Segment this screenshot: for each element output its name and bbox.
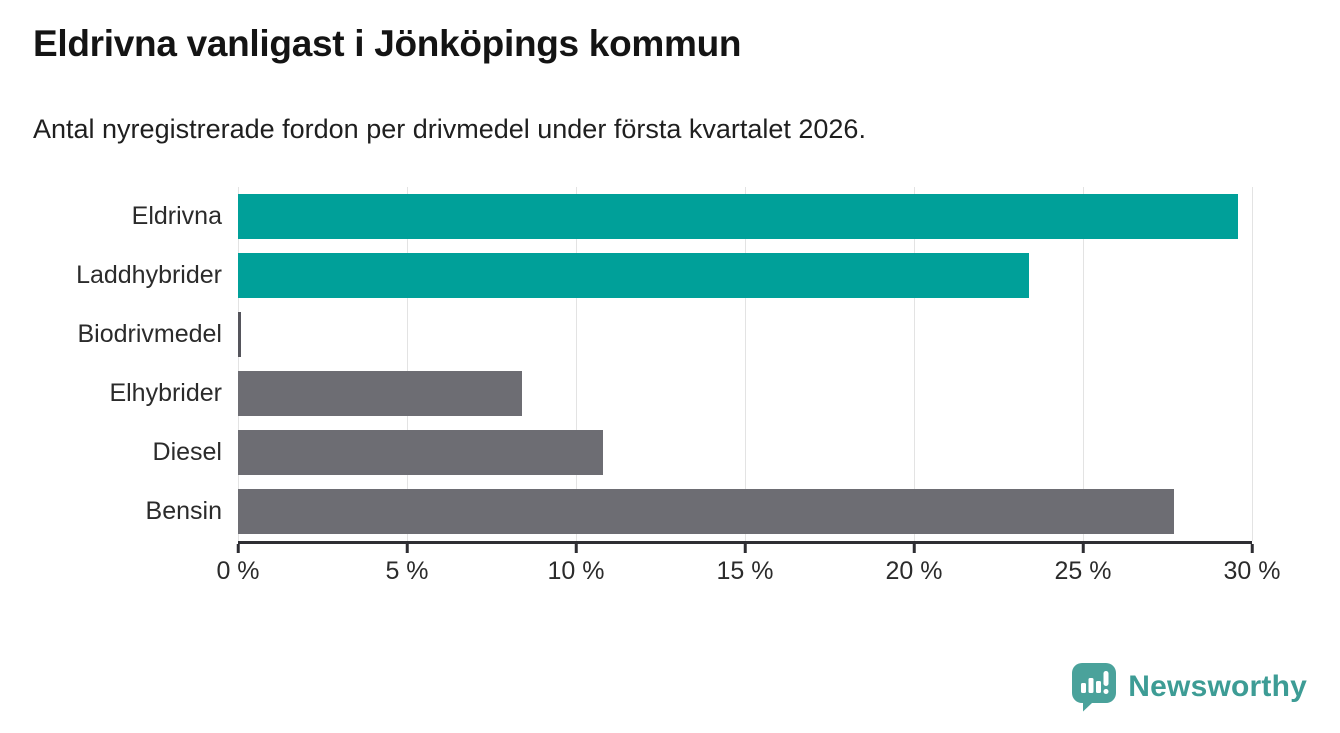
gridline	[407, 187, 408, 541]
gridline	[745, 187, 746, 541]
axis-tick	[1081, 544, 1085, 553]
bar-track	[238, 371, 1252, 416]
axis-tick-label: 0 %	[216, 557, 260, 585]
gridline	[576, 187, 577, 541]
bar-track	[238, 253, 1252, 298]
x-axis: 0 % 5 % 10 % 15 % 20 % 25 % 30 %	[216, 541, 1280, 590]
chart-row: Biodrivmedel	[33, 305, 1313, 364]
category-label: Elhybrider	[109, 379, 222, 407]
bar-track	[238, 489, 1252, 534]
axis-tick-label: 30 %	[1223, 557, 1281, 585]
bar-track	[238, 430, 1252, 475]
bar-diesel	[238, 430, 604, 475]
axis-tick	[405, 544, 409, 553]
axis-tick	[574, 544, 578, 553]
gridline-layer	[238, 187, 1253, 541]
bar-laddhybrider	[238, 253, 1029, 298]
bar-biodrivmedel	[238, 312, 242, 357]
bar-track	[238, 194, 1252, 239]
bar-chart: Eldrivna Laddhybrider Biodrivmedel Elhybrid…	[33, 187, 1313, 607]
category-label: Biodrivmedel	[77, 320, 222, 348]
bar-elhybrider	[238, 371, 522, 416]
logo-bar-icon	[1088, 678, 1094, 693]
bar-track	[238, 312, 1252, 357]
axis-tick	[743, 544, 747, 553]
category-label: Diesel	[152, 438, 222, 466]
axis-tick-label: 25 %	[1054, 557, 1112, 585]
brand-name: Newsworthy	[1128, 670, 1307, 703]
gridline	[1083, 187, 1084, 541]
axis-tick	[236, 544, 240, 553]
logo-bar-icon	[1081, 683, 1087, 693]
chart-row: Bensin	[33, 482, 1313, 541]
gridline	[238, 187, 239, 541]
chart-rows: Eldrivna Laddhybrider Biodrivmedel Elhybrid…	[33, 187, 1313, 541]
category-label: Eldrivna	[131, 202, 222, 230]
axis-tick	[912, 544, 916, 553]
brand-footer: Newsworthy	[1071, 662, 1307, 712]
chart-row: Elhybrider	[33, 364, 1313, 423]
axis-tick-label: 10 %	[547, 557, 605, 585]
axis-tick-label: 15 %	[716, 557, 774, 585]
bar-eldrivna	[238, 194, 1239, 239]
category-label: Laddhybrider	[76, 261, 222, 289]
chart-row: Diesel	[33, 423, 1313, 482]
axis-tick-label: 20 %	[885, 557, 943, 585]
category-label: Bensin	[145, 497, 222, 525]
axis-tick	[1250, 544, 1254, 553]
bar-bensin	[238, 489, 1175, 534]
chart-subtitle: Antal nyregistrerade fordon per drivmede…	[33, 114, 866, 144]
axis-tick-label: 5 %	[385, 557, 429, 585]
logo-bar-icon	[1096, 681, 1102, 693]
chart-row: Eldrivna	[33, 187, 1313, 246]
gridline	[914, 187, 915, 541]
logo-exclamation-dot-icon	[1103, 689, 1109, 694]
chart-title: Eldrivna vanligast i Jönköpings kommun	[33, 23, 742, 64]
logo-exclamation-icon	[1103, 671, 1109, 686]
newsworthy-logo-icon	[1072, 663, 1117, 712]
chart-row: Laddhybrider	[33, 246, 1313, 305]
gridline	[1252, 187, 1253, 541]
